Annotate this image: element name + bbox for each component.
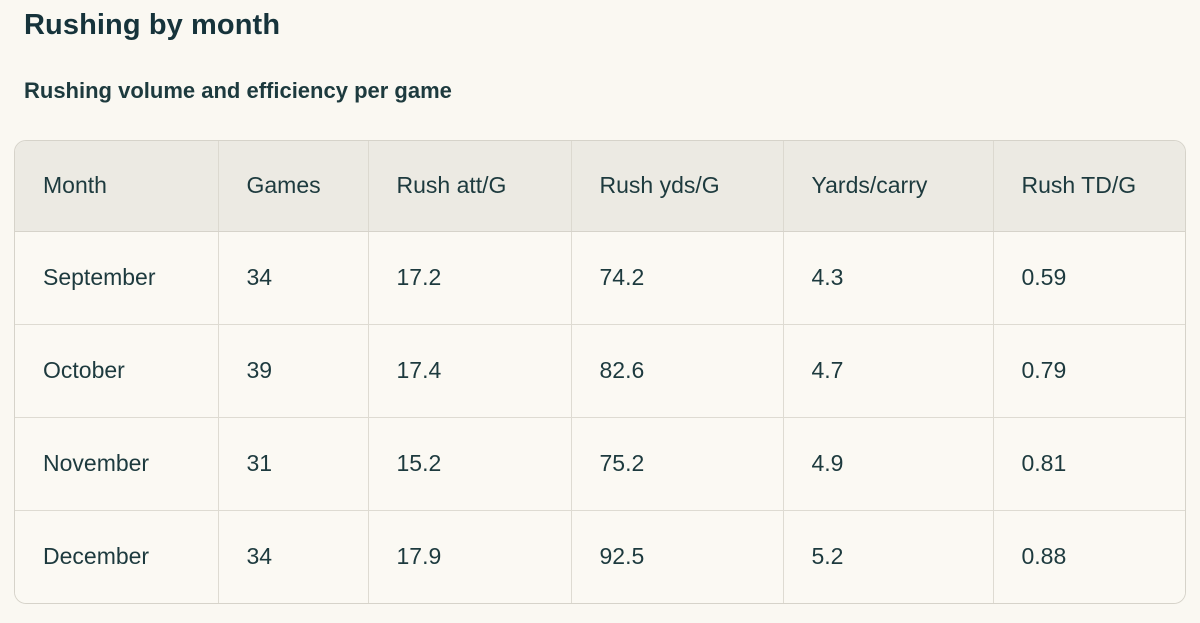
value-cell: 0.81 bbox=[993, 417, 1185, 511]
table-row-september: September 34 17.2 74.2 4.3 0.59 bbox=[15, 231, 1185, 325]
value-cell: 0.79 bbox=[993, 324, 1185, 418]
value-cell: 17.2 bbox=[368, 231, 572, 325]
column-header-games: Games bbox=[218, 141, 369, 232]
column-header-rush-td-g: Rush TD/G bbox=[993, 141, 1185, 232]
stats-table: Month Games Rush att/G Rush yds/G Yards/carr… bbox=[15, 141, 1185, 603]
month-cell: December bbox=[15, 510, 219, 603]
value-cell: 5.2 bbox=[783, 510, 994, 603]
column-header-month: Month bbox=[15, 141, 219, 232]
page-title: Rushing by month bbox=[24, 9, 281, 41]
column-header-yards-carry: Yards/carry bbox=[783, 141, 994, 232]
value-cell: 15.2 bbox=[368, 417, 572, 511]
table-row-december: December 34 17.9 92.5 5.2 0.88 bbox=[15, 510, 1185, 603]
value-cell: 4.3 bbox=[783, 231, 994, 325]
value-cell: 17.9 bbox=[368, 510, 572, 603]
table-header-row: Month Games Rush att/G Rush yds/G Yards/carr… bbox=[15, 141, 1185, 232]
page-subtitle: Rushing volume and efficiency per game bbox=[24, 78, 452, 103]
rushing-by-month-table: Month Games Rush att/G Rush yds/G Yards/carr… bbox=[14, 140, 1186, 604]
value-cell: 4.7 bbox=[783, 324, 994, 418]
value-cell: 39 bbox=[218, 324, 369, 418]
value-cell: 4.9 bbox=[783, 417, 994, 511]
month-cell: September bbox=[15, 231, 219, 325]
value-cell: 92.5 bbox=[571, 510, 784, 603]
column-header-rush-yds-g: Rush yds/G bbox=[571, 141, 784, 232]
month-cell: October bbox=[15, 324, 219, 418]
value-cell: 17.4 bbox=[368, 324, 572, 418]
value-cell: 75.2 bbox=[571, 417, 784, 511]
value-cell: 74.2 bbox=[571, 231, 784, 325]
column-header-rush-att-g: Rush att/G bbox=[368, 141, 572, 232]
value-cell: 34 bbox=[218, 231, 369, 325]
table-row-november: November 31 15.2 75.2 4.9 0.81 bbox=[15, 417, 1185, 511]
table-row-october: October 39 17.4 82.6 4.7 0.79 bbox=[15, 324, 1185, 418]
month-cell: November bbox=[15, 417, 219, 511]
value-cell: 31 bbox=[218, 417, 369, 511]
value-cell: 34 bbox=[218, 510, 369, 603]
value-cell: 0.88 bbox=[993, 510, 1185, 603]
value-cell: 0.59 bbox=[993, 231, 1185, 325]
value-cell: 82.6 bbox=[571, 324, 784, 418]
